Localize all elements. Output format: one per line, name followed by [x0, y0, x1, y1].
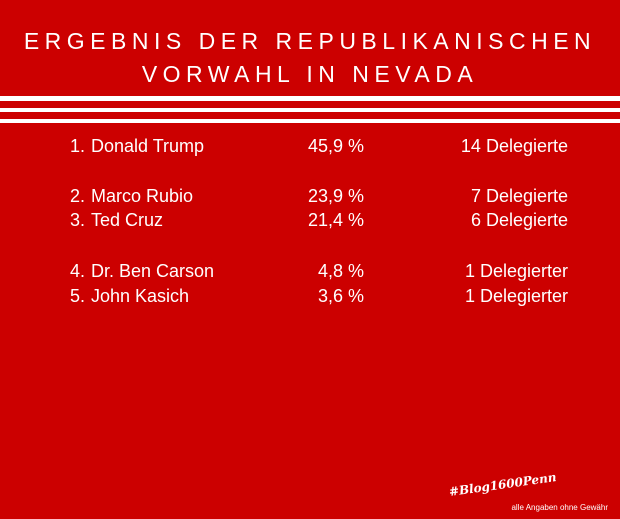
result-row: 5. John Kasich 3,6 % 1 Delegierter — [0, 284, 620, 308]
vote-percent: 4,8 % — [317, 261, 364, 281]
result-row: 2. Marco Rubio 23,9 % 7 Delegierte — [0, 184, 620, 208]
divider-stripe — [0, 96, 620, 101]
vote-percent: 21,4 % — [307, 210, 364, 230]
vote-percent: 23,9 % — [307, 186, 364, 206]
candidate-name: Ted Cruz — [91, 210, 164, 230]
rank: 1. — [70, 136, 86, 156]
result-row: 1. Donald Trump 45,9 % 14 Delegierte — [0, 134, 620, 158]
divider-stripe — [0, 119, 620, 123]
delegates: 14 Delegierte — [460, 136, 568, 156]
rank: 4. — [70, 261, 86, 281]
delegates: 1 Delegierter — [464, 261, 568, 281]
delegates: 1 Delegierter — [464, 286, 568, 306]
rank: 2. — [70, 186, 86, 206]
delegates: 6 Delegierte — [470, 210, 568, 230]
vote-percent: 45,9 % — [307, 136, 364, 156]
title-line-1: ERGEBNIS DER REPUBLIKANISCHEN — [23, 28, 597, 54]
candidate-name: Donald Trump — [91, 136, 205, 156]
delegates: 7 Delegierte — [470, 186, 568, 206]
candidate-name: Marco Rubio — [91, 186, 194, 206]
rank: 5. — [70, 286, 86, 306]
vote-percent: 3,6 % — [317, 286, 364, 306]
hashtag-signature: #Blog1600Penn — [447, 470, 557, 500]
candidate-name: Dr. Ben Carson — [91, 261, 215, 281]
rank: 3. — [70, 210, 86, 230]
disclaimer: alle Angaben ohne Gewähr — [511, 503, 608, 512]
divider-stripe — [0, 108, 620, 112]
candidate-name: John Kasich — [91, 286, 190, 306]
title-line-2: VORWAHL IN NEVADA — [141, 61, 479, 87]
result-row: 3. Ted Cruz 21,4 % 6 Delegierte — [0, 208, 620, 232]
result-row: 4. Dr. Ben Carson 4,8 % 1 Delegierter — [0, 259, 620, 283]
